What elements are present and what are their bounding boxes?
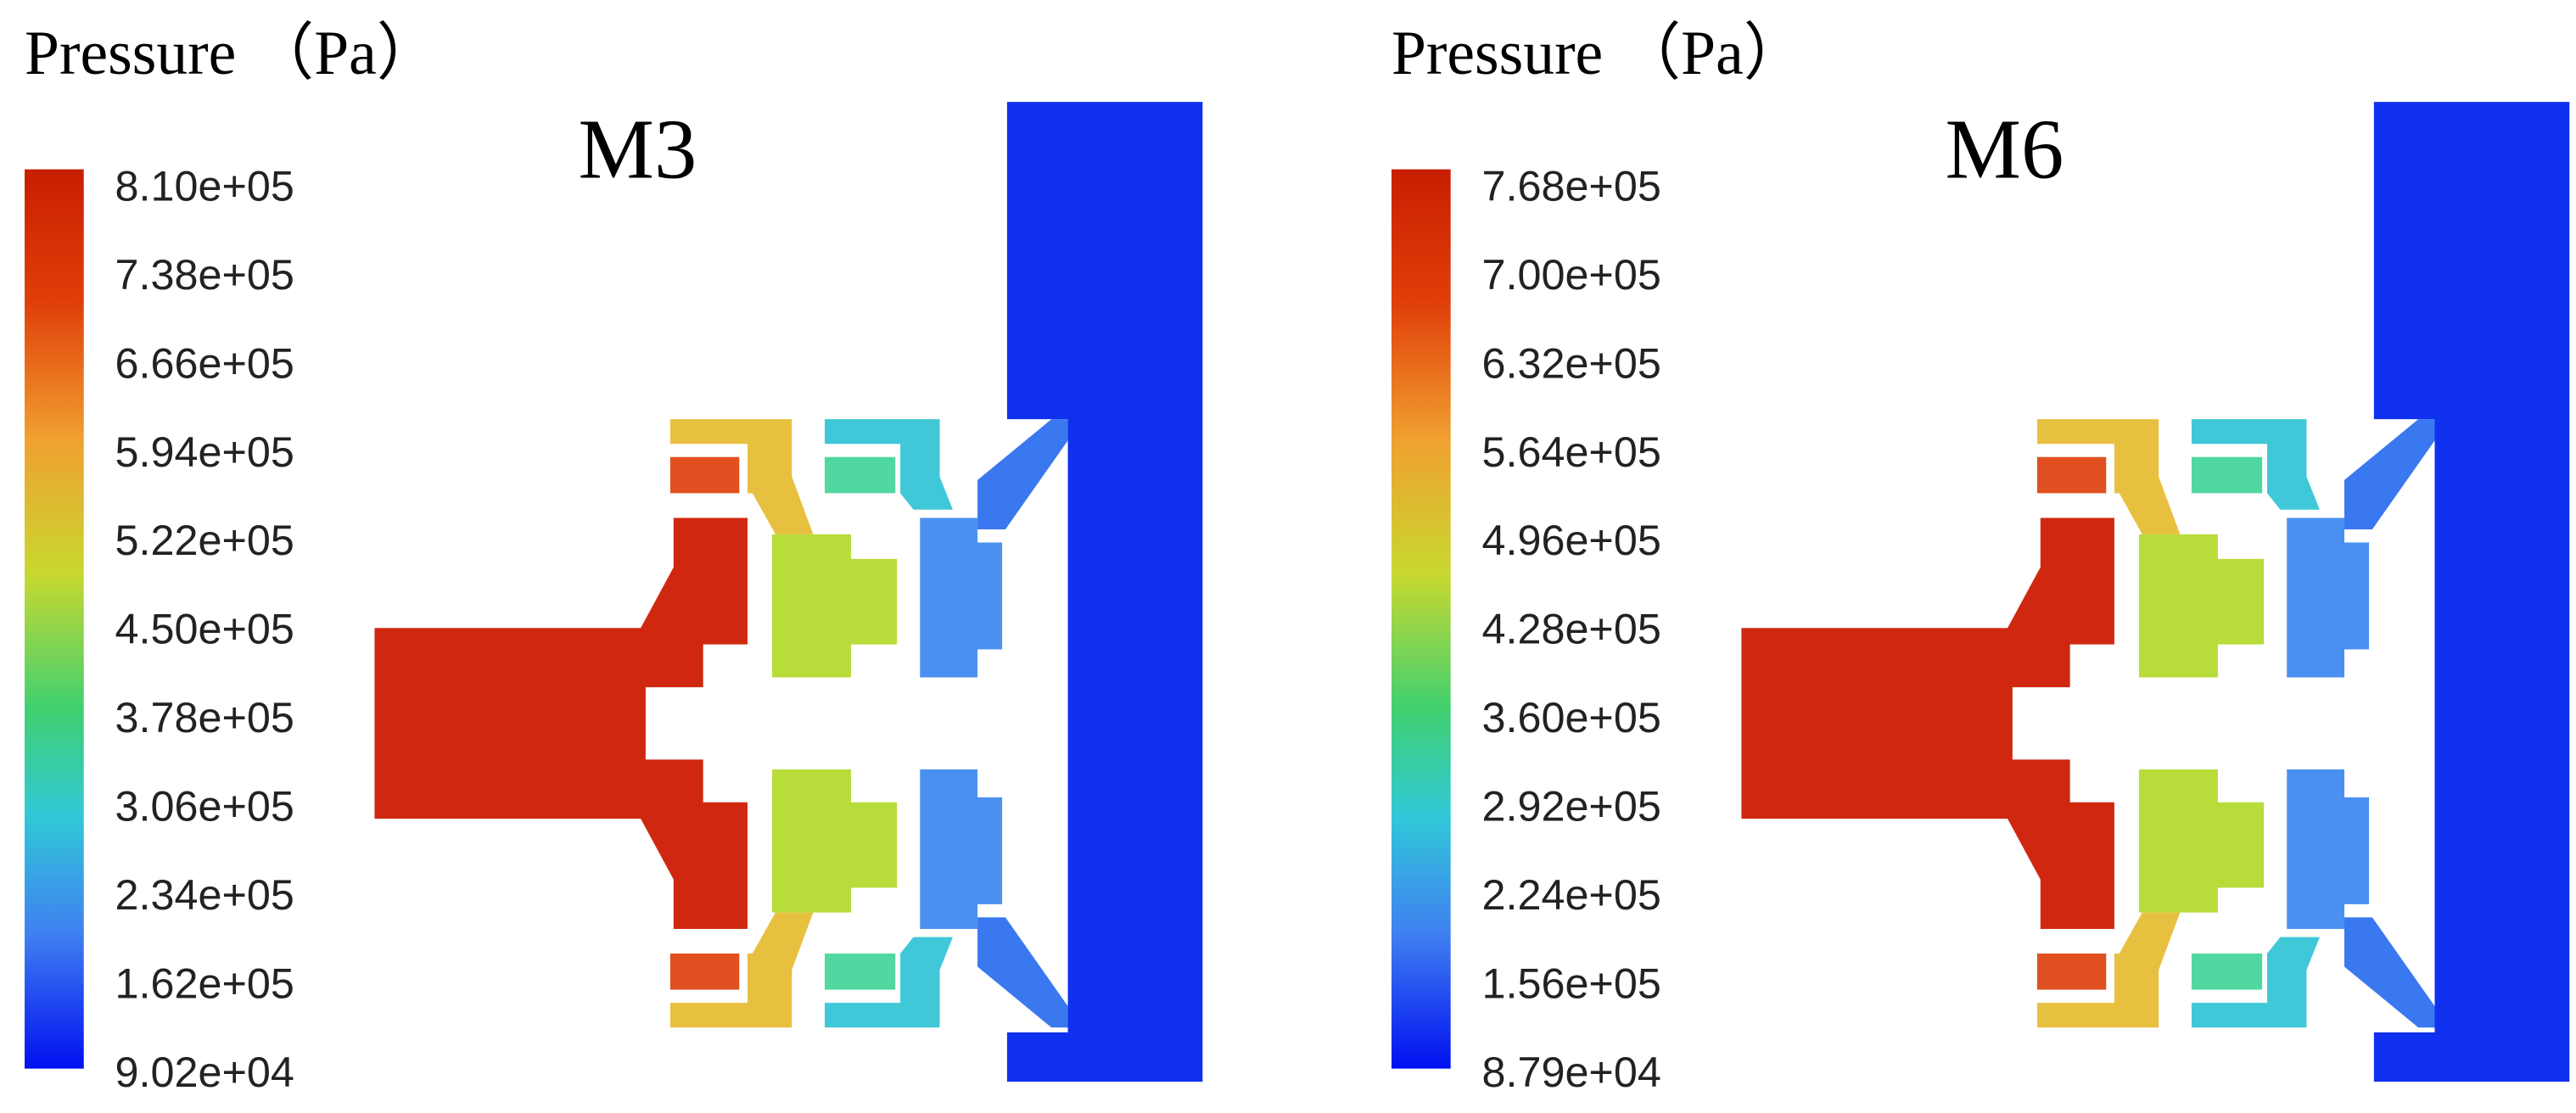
inlet-region [1741, 628, 2013, 819]
colorbar-tick-label: 5.64e+05 [1481, 428, 1660, 476]
panel-title: M3 [579, 101, 697, 196]
chamber-region [641, 759, 748, 929]
colorbar [25, 169, 84, 1069]
colorbar-tick-label: 7.38e+05 [115, 250, 294, 299]
colorbar-tick-label: 2.34e+05 [115, 870, 294, 919]
colorbar-tick-label: 6.32e+05 [1481, 338, 1660, 387]
stage-region [772, 769, 898, 913]
colorbar-tick-label: 8.10e+05 [115, 161, 294, 210]
seal-comb [2036, 954, 2107, 990]
outlet-region [1006, 102, 1203, 1082]
stage-region [920, 517, 1003, 678]
panel: Pressure （Pa） 8.10e+05 7.38e+05 6.66e+05 5.9… [25, 18, 1203, 1096]
nozzle-region [977, 917, 1068, 1028]
inlet-region [374, 628, 646, 819]
seal-comb [2191, 954, 2263, 990]
colorbar-tick-label: 2.24e+05 [1481, 870, 1660, 919]
chamber-region [2008, 517, 2114, 688]
seal-region [2191, 937, 2320, 1028]
stage-region [2138, 769, 2265, 913]
colorbar-tick-label: 8.79e+04 [1481, 1048, 1660, 1096]
nozzle-region [2344, 419, 2435, 530]
chamber-region [2008, 759, 2114, 929]
colorbar-tick-label: 5.94e+05 [115, 428, 294, 476]
seal-region [669, 419, 814, 534]
seal-region [669, 912, 814, 1028]
seal-region [824, 419, 954, 510]
stage-region [772, 534, 898, 678]
colorbar-tick-label: 6.66e+05 [115, 338, 294, 387]
nozzle-region [2344, 917, 2435, 1028]
colorbar-tick-label: 7.68e+05 [1481, 161, 1660, 210]
colorbar-tick-label: 4.50e+05 [115, 605, 294, 653]
seal-comb [2036, 456, 2107, 494]
colorbar-tick-label: 5.22e+05 [115, 516, 294, 564]
panel: Pressure （Pa） 7.68e+05 7.00e+05 6.32e+05 5.6… [1391, 18, 2570, 1096]
colorbar-tick-label: 9.02e+04 [115, 1048, 294, 1096]
stage-region [920, 769, 1003, 929]
colorbar-label: Pressure （Pa） [1392, 18, 1806, 87]
seal-comb [824, 954, 896, 990]
seal-comb [669, 954, 740, 990]
seal-region [824, 937, 954, 1028]
colorbar-tick-label: 1.56e+05 [1481, 959, 1660, 1008]
stage-region [2287, 517, 2370, 678]
seal-region [2036, 912, 2181, 1028]
colorbar-label: Pressure （Pa） [25, 18, 439, 87]
colorbar-tick-label: 2.92e+05 [1481, 782, 1660, 831]
seal-comb [824, 456, 896, 494]
stage-region [2287, 769, 2370, 929]
colorbar-tick-label: 3.78e+05 [115, 693, 294, 741]
seal-region [2036, 419, 2181, 534]
colorbar-tick-label: 4.96e+05 [1481, 516, 1660, 564]
seal-region [2191, 419, 2320, 510]
colorbar-tick-label: 7.00e+05 [1481, 250, 1660, 299]
colorbar [1391, 169, 1451, 1069]
panel-title: M6 [1945, 101, 2064, 196]
stage-region [2138, 534, 2265, 678]
colorbar-tick-label: 1.62e+05 [115, 959, 294, 1008]
outlet-region [2373, 102, 2570, 1082]
colorbar-tick-label: 3.06e+05 [115, 782, 294, 831]
nozzle-region [977, 419, 1068, 530]
colorbar-tick-label: 4.28e+05 [1481, 605, 1660, 653]
chamber-region [641, 517, 748, 688]
seal-comb [669, 456, 740, 494]
colorbar-tick-label: 3.60e+05 [1481, 693, 1660, 741]
seal-comb [2191, 456, 2263, 494]
